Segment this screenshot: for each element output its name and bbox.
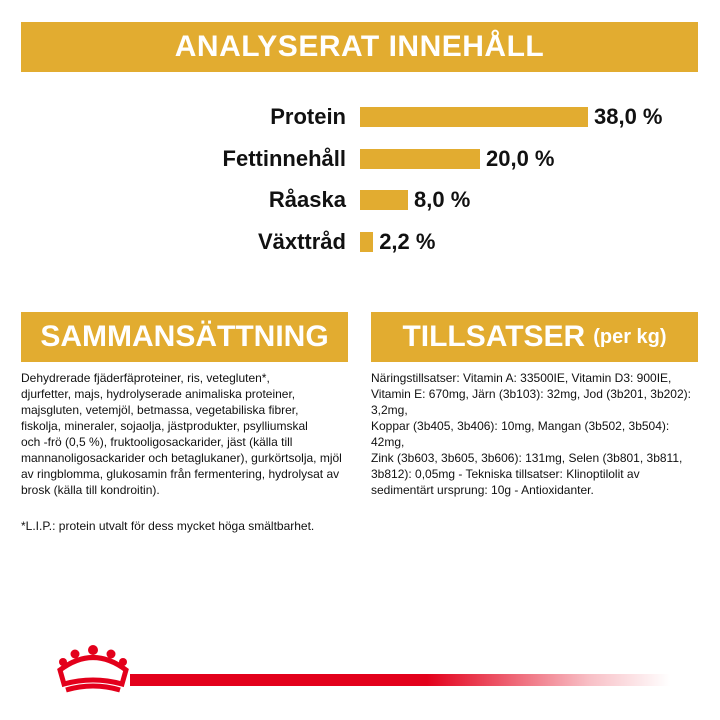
analysis-bar	[360, 107, 588, 127]
additives-title-suffix: (per kg)	[593, 325, 667, 348]
analysis-row: Fettinnehåll 20,0 %	[0, 144, 720, 174]
analysis-banner: ANALYSERAT INNEHÅLL	[21, 22, 698, 72]
analysis-label: Protein	[270, 104, 346, 129]
analysis-bar	[360, 190, 408, 210]
analysis-label: Råaska	[268, 187, 346, 212]
composition-banner: SAMMANSÄTTNING	[21, 312, 348, 362]
analysis-bar	[360, 148, 480, 169]
analysis-value: 8,0 %	[414, 187, 471, 212]
analysis-value: 2,2 %	[379, 228, 436, 254]
composition-note: *L.I.P.: protein utvalt för dess mycket …	[21, 519, 315, 533]
analysis-row: Protein 38,0 %	[0, 102, 720, 132]
analysis-label: Växttråd	[257, 228, 346, 254]
royal-canin-crown-icon	[57, 645, 129, 693]
additives-text: Näringstillsatser: Vitamin A: 33500IE, V…	[371, 371, 691, 497]
additives-title: TILLSATSER	[402, 320, 586, 353]
analysis-label: Fettinnehåll	[222, 145, 346, 171]
footer-red-line	[130, 674, 670, 686]
analysis-value: 38,0 %	[594, 104, 663, 129]
analysis-row: Växttråd 2,2 %	[0, 227, 720, 257]
analysis-value: 20,0 %	[486, 145, 555, 171]
composition-title: SAMMANSÄTTNING	[40, 320, 329, 353]
analysis-title: ANALYSERAT INNEHÅLL	[174, 30, 545, 63]
analysis-row: Råaska 8,0 %	[0, 185, 720, 215]
analysis-bar	[360, 231, 374, 252]
additives-banner: TILLSATSER (per kg)	[371, 312, 698, 362]
composition-text: Dehydrerade fjäderfäproteiner, ris, vete…	[21, 371, 342, 497]
